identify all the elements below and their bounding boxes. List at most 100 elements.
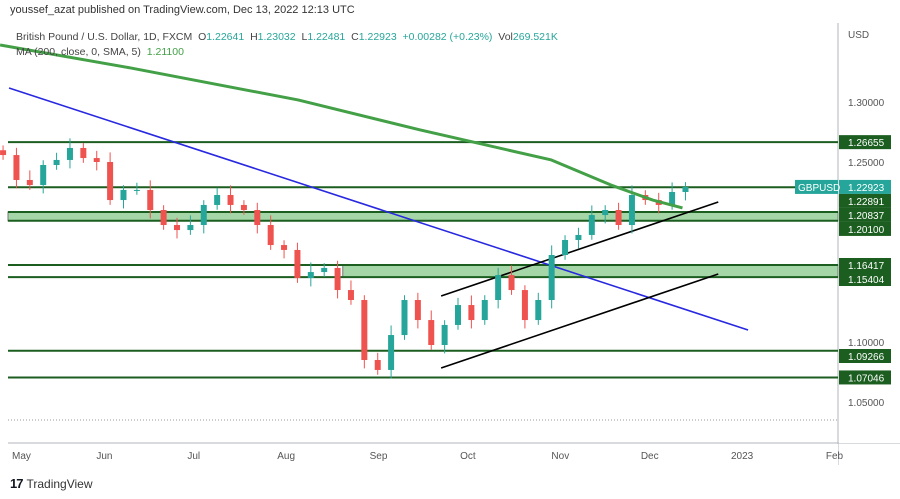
level-label: 1.26655	[848, 138, 885, 149]
candle-body	[562, 240, 569, 255]
level-label: 1.16417	[848, 261, 885, 272]
candle-body	[240, 204, 247, 210]
candle	[615, 202, 622, 230]
candle-body	[53, 159, 60, 165]
candle	[227, 185, 234, 214]
symbol-description: British Pound / U.S. Dollar, 1D, FXCM	[16, 31, 193, 43]
candle-body	[521, 290, 528, 321]
candle-body	[441, 324, 448, 345]
open-label: O	[198, 31, 207, 43]
symbol-tag: GBPUSD	[798, 183, 840, 194]
candle	[187, 215, 194, 235]
candle-body	[548, 255, 555, 300]
candle-body	[669, 192, 676, 205]
high-value: 1.23032	[257, 31, 296, 43]
candle-body	[334, 267, 341, 291]
x-tick-label: 2023	[731, 451, 754, 462]
candle	[281, 240, 288, 259]
candle-body	[374, 360, 381, 370]
candle	[374, 352, 381, 375]
candle	[53, 152, 60, 170]
candle-body	[174, 225, 181, 231]
ma-description: MA (200, close, 0, SMA, 5)	[16, 46, 141, 58]
x-tick-label: Jul	[187, 451, 200, 462]
level-label-bg	[839, 271, 891, 286]
level-label: 1.07046	[848, 373, 885, 384]
close-label: C	[351, 31, 359, 43]
candle	[214, 187, 221, 210]
candle	[602, 205, 609, 224]
candle-body	[588, 215, 595, 235]
candle-body	[66, 147, 73, 160]
candle-body	[160, 210, 167, 225]
level-label-bg	[839, 193, 891, 208]
candle-body	[294, 249, 301, 279]
candle	[26, 170, 33, 190]
x-tick-label: Dec	[641, 451, 659, 462]
volume-value: 269.521K	[512, 31, 558, 43]
candle	[441, 320, 448, 354]
candle-body	[281, 245, 288, 250]
candle-body	[468, 305, 475, 321]
candle-body	[214, 195, 221, 205]
time-axis	[8, 444, 838, 465]
candle-body	[428, 320, 435, 345]
candle	[334, 260, 341, 299]
currency-label: USD	[848, 30, 869, 41]
candle	[160, 205, 167, 230]
y-tick-label: 1.05000	[848, 398, 885, 409]
trendline	[440, 273, 719, 369]
candle	[388, 325, 395, 379]
ma200-line	[0, 43, 683, 210]
y-tick-label: 1.30000	[848, 98, 885, 109]
candle-body	[628, 195, 635, 225]
candle	[321, 263, 328, 277]
x-tick-label: May	[12, 451, 31, 462]
candle	[508, 265, 515, 295]
level-label-bg	[839, 221, 891, 236]
level-label-bg	[839, 349, 891, 363]
candle	[147, 180, 154, 219]
trendline	[8, 87, 749, 331]
candle	[80, 143, 87, 163]
candle-body	[388, 335, 395, 370]
candle	[455, 297, 462, 330]
candle-body	[80, 147, 87, 159]
chart-legend: British Pound / U.S. Dollar, 1D, FXCM O1…	[16, 30, 558, 60]
candle-body	[0, 150, 7, 156]
candle-body	[40, 165, 47, 186]
candle-body	[602, 210, 609, 216]
candle-body	[481, 300, 488, 321]
x-tick-label: Feb	[826, 451, 844, 462]
candle	[361, 295, 368, 369]
open-value: 1.22641	[206, 31, 245, 43]
trendline	[440, 201, 719, 297]
level-label-bg	[839, 370, 891, 385]
candle	[347, 280, 354, 305]
candle-body	[267, 225, 274, 246]
ma-row[interactable]: MA (200, close, 0, SMA, 5) 1.21100	[16, 45, 558, 60]
candle	[401, 295, 408, 340]
candle	[66, 138, 73, 169]
level-label: 1.15404	[848, 275, 885, 286]
candle	[93, 150, 100, 171]
candle-body	[200, 204, 207, 225]
candle	[174, 217, 181, 239]
level-label: 1.20100	[848, 225, 885, 236]
level-label-bg	[839, 135, 891, 150]
close-value: 1.22923	[358, 31, 397, 43]
candle	[133, 182, 140, 195]
x-tick-label: Jun	[96, 451, 112, 462]
candle-body	[227, 195, 234, 205]
support-zone	[7, 211, 839, 222]
symbol-tag-bg	[795, 179, 838, 194]
x-tick-label: Aug	[277, 451, 295, 462]
candle	[481, 295, 488, 325]
candle-body	[13, 155, 20, 180]
candle-body	[147, 189, 154, 210]
candle-body	[307, 272, 314, 279]
x-tick-label: Nov	[551, 451, 569, 462]
candle	[575, 227, 582, 249]
level-label: 1.09266	[848, 352, 885, 363]
